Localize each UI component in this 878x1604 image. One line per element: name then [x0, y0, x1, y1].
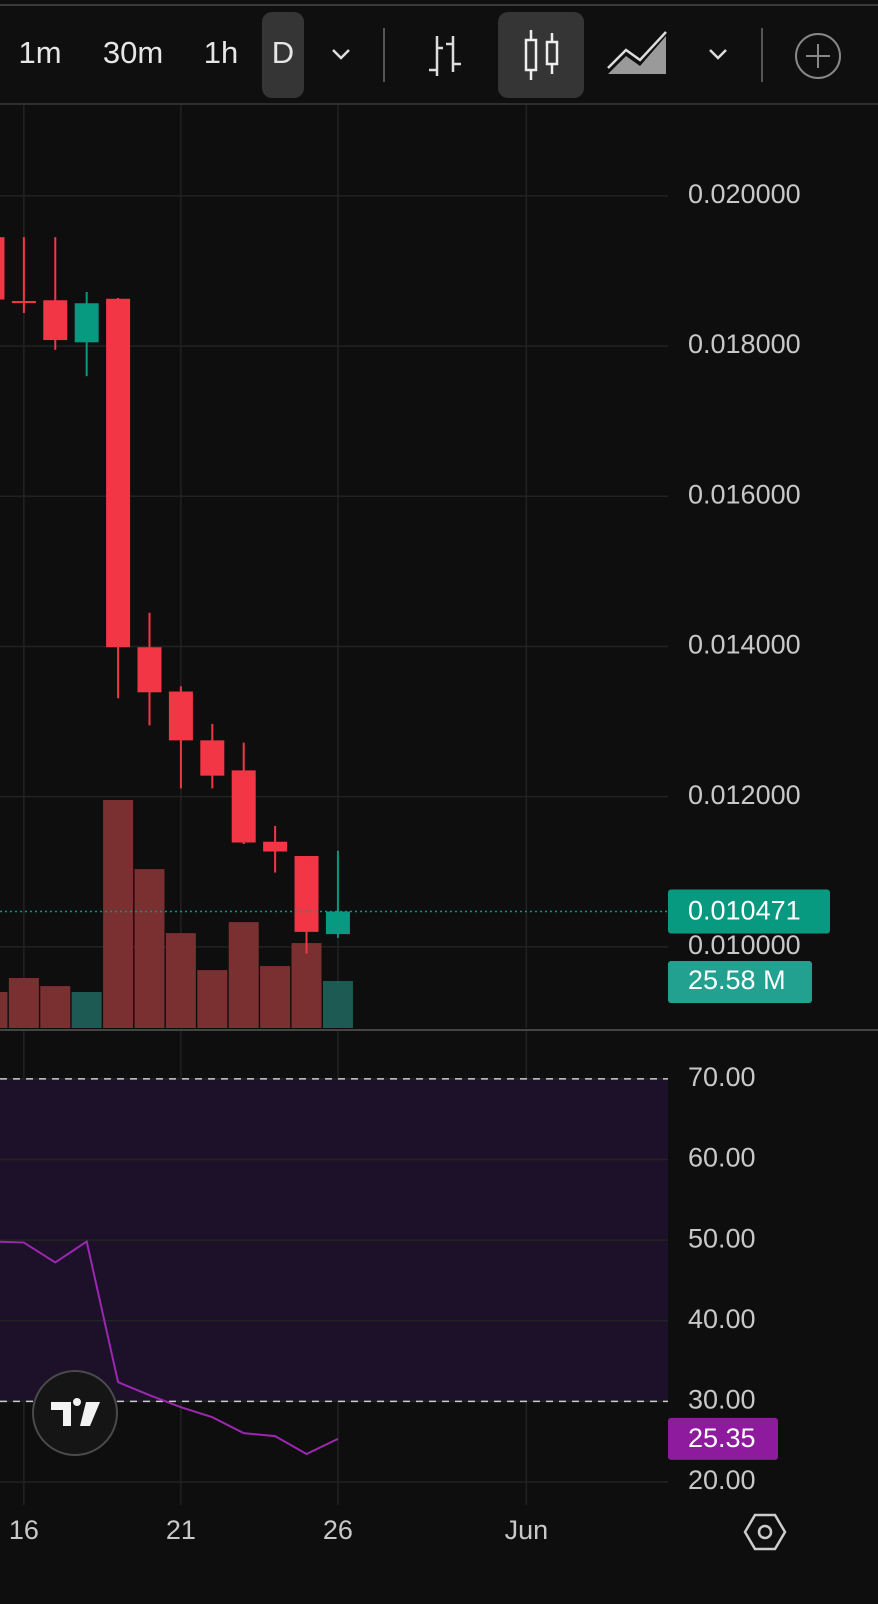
y-tick-label: 0.010000	[688, 930, 801, 960]
x-tick-label: 16	[9, 1515, 39, 1545]
volume-bar	[71, 991, 102, 1028]
volume-bar	[40, 986, 71, 1028]
candle-body	[43, 300, 68, 341]
y-tick-label: 0.012000	[688, 780, 801, 810]
y-tick-label: 50.00	[688, 1223, 756, 1253]
candle-body	[11, 301, 36, 304]
y-tick-label: 20.00	[688, 1465, 756, 1495]
labels-layer: 1m 30m 1h D 16 21 26 Jun 0.010000 0.012000 0.01400…	[9, 35, 830, 1545]
bars-icon[interactable]	[429, 36, 461, 76]
add-button[interactable]	[795, 33, 841, 79]
volume-bar	[260, 966, 291, 1028]
candle-body	[106, 298, 131, 648]
toolbar	[0, 0, 878, 104]
candle-body	[294, 856, 319, 932]
volume-bar	[228, 922, 259, 1028]
tradingview-logo[interactable]	[32, 1370, 118, 1456]
area-icon[interactable]	[607, 31, 667, 74]
candle-body	[263, 841, 288, 852]
interval-dropdown[interactable]	[332, 49, 350, 60]
volume-bar	[103, 800, 134, 1028]
y-tick-label: 30.00	[688, 1385, 756, 1415]
y-tick-label: 70.00	[688, 1062, 756, 1092]
volume-bar	[197, 970, 228, 1028]
x-tick-label: Jun	[505, 1515, 549, 1545]
rsi-value-label: 25.35	[688, 1423, 756, 1453]
y-tick-label: 60.00	[688, 1143, 756, 1173]
interval-button[interactable]: 1h	[204, 35, 238, 70]
chart-type-dropdown[interactable]	[709, 49, 727, 60]
last-volume-tag	[668, 960, 812, 1003]
candles-button-active[interactable]	[498, 12, 584, 98]
candle-body	[231, 770, 256, 843]
candle-body	[325, 911, 350, 935]
volume-bar	[165, 933, 196, 1028]
grid-layer	[0, 105, 668, 1505]
last-price-tag	[668, 889, 830, 934]
marks-layer	[0, 12, 668, 1456]
interval-button[interactable]: 30m	[103, 35, 163, 70]
interval-button[interactable]: D	[272, 35, 294, 70]
volume-bar	[322, 980, 353, 1028]
rsi-line	[0, 1239, 339, 1456]
last-volume-label: 25.58 M	[688, 965, 786, 995]
last-price-label: 0.010471	[688, 896, 801, 926]
x-tick-label: 26	[323, 1515, 353, 1545]
volume-bar	[134, 869, 165, 1028]
volume-bar	[0, 991, 8, 1028]
y-tick-label: 0.016000	[688, 479, 801, 509]
y-tick-label: 0.014000	[688, 630, 801, 660]
interval-selected-bg[interactable]	[262, 12, 304, 98]
x-tick-label: 21	[166, 1515, 196, 1545]
candle-body	[74, 303, 99, 343]
candles-icon	[524, 30, 559, 80]
settings-button[interactable]	[743, 1513, 787, 1551]
candle-body	[0, 237, 5, 300]
candle-body	[168, 691, 193, 741]
y-tick-label: 0.018000	[688, 329, 801, 359]
volume-bar	[8, 977, 39, 1028]
candle-body	[137, 647, 162, 693]
interval-button[interactable]: 1m	[18, 35, 61, 70]
rsi-value-tag	[668, 1417, 778, 1460]
volume-bar	[291, 943, 322, 1028]
y-tick-label: 0.020000	[688, 179, 801, 209]
candle-body	[200, 740, 225, 776]
y-tick-label: 40.00	[688, 1304, 756, 1334]
